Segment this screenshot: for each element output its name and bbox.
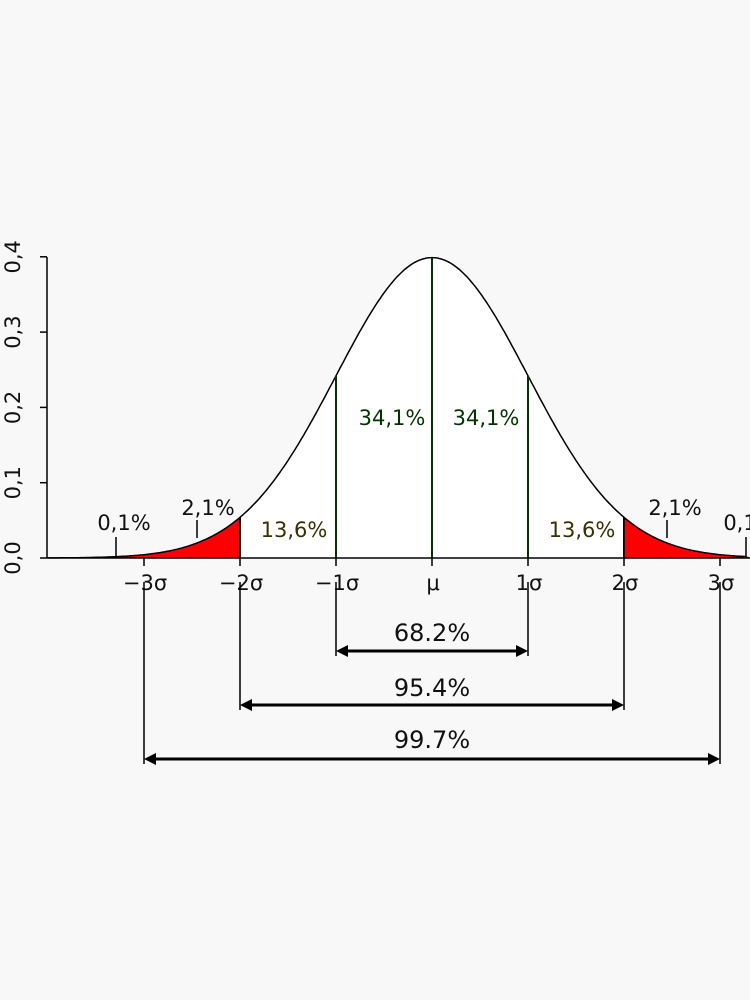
arrowhead-right	[708, 753, 720, 765]
x-tick-label: 1σ	[516, 571, 543, 595]
x-tick-label: −3σ	[123, 571, 167, 595]
arrowhead-left	[240, 699, 252, 711]
y-tick-label: 0,4	[1, 240, 25, 273]
y-tick-label: 0,0	[1, 541, 25, 574]
region-label: 13,6%	[261, 518, 328, 542]
x-tick-label: μ	[426, 571, 439, 595]
x-tick-label: 2σ	[612, 571, 639, 595]
arrowhead-right	[612, 699, 624, 711]
y-tick-label: 0,1	[1, 466, 25, 499]
interval-label: 68.2%	[394, 619, 470, 647]
y-tick-label: 0,3	[1, 315, 25, 348]
interval-label: 95.4%	[394, 674, 470, 702]
right-tail-region	[624, 517, 749, 558]
y-tick-label: 0,2	[1, 391, 25, 424]
x-tick-label: −2σ	[219, 571, 263, 595]
region-label: 34,1%	[453, 406, 520, 430]
region-label: 2,1%	[648, 496, 701, 520]
arrowhead-right	[516, 645, 528, 657]
x-tick-label: −1σ	[315, 571, 359, 595]
region-label: 13,6%	[549, 518, 616, 542]
interval-label: 99.7%	[394, 726, 470, 754]
region-label: 2,1%	[181, 496, 234, 520]
density-curve	[48, 256, 747, 559]
left-tail-region	[48, 517, 240, 558]
region-label: 0,1%	[97, 511, 150, 535]
arrowhead-left	[144, 753, 156, 765]
region-label: 34,1%	[359, 406, 426, 430]
arrowhead-left	[336, 645, 348, 657]
x-tick-label: 3σ	[708, 571, 735, 595]
region-label: 0,1%	[723, 511, 750, 535]
